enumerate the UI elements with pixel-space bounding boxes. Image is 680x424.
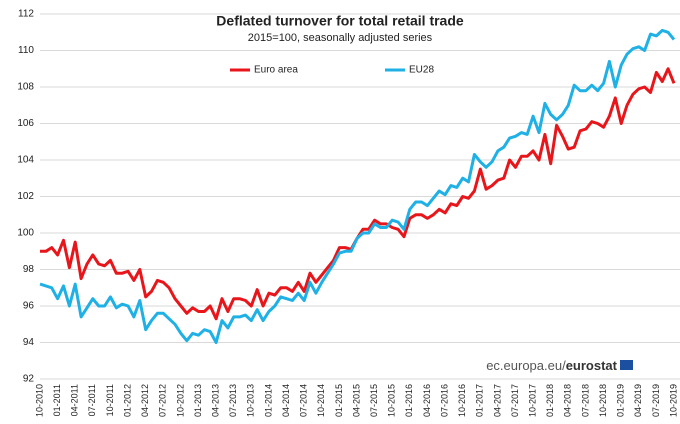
y-tick-label: 100 <box>17 228 34 239</box>
x-tick-label: 10-2013 <box>246 384 256 417</box>
x-tick-label: 07-2017 <box>510 384 520 417</box>
x-tick-label: 10-2017 <box>527 384 537 417</box>
x-tick-label: 01-2014 <box>263 384 273 417</box>
y-tick-label: 92 <box>23 374 35 385</box>
eu-flag <box>620 360 633 370</box>
data-line <box>40 67 676 321</box>
y-tick-label: 98 <box>23 264 35 275</box>
source-prefix: ec.europa.eu/ <box>486 358 566 373</box>
x-tick-label: 04-2011 <box>70 384 80 416</box>
y-tick-label: 108 <box>17 82 34 93</box>
x-tick-label: 04-2017 <box>492 384 502 417</box>
x-tick-label: 10-2010 <box>34 384 44 417</box>
x-tick-label: 07-2011 <box>87 384 97 416</box>
x-tick-label: 07-2019 <box>651 384 661 417</box>
x-tick-label: 07-2016 <box>439 384 449 417</box>
y-tick-label: 106 <box>17 118 34 129</box>
x-tick-label: 07-2013 <box>228 384 238 417</box>
x-tick-label: 10-2016 <box>457 384 467 417</box>
legend-label: EU28 <box>409 65 434 76</box>
x-tick-label: 10-2015 <box>387 384 397 417</box>
legend-label: Euro area <box>254 65 298 76</box>
x-tick-label: 04-2013 <box>210 384 220 417</box>
x-tick-label: 10-2011 <box>105 384 115 416</box>
x-tick-label: 10-2012 <box>175 384 185 417</box>
x-tick-label: 01-2013 <box>193 384 203 417</box>
x-tick-label: 07-2014 <box>299 384 309 417</box>
x-tick-label: 04-2014 <box>281 384 291 417</box>
y-tick-label: 102 <box>17 191 34 202</box>
x-tick-label: 01-2016 <box>404 384 414 417</box>
source-brand: eurostat <box>566 358 618 373</box>
x-tick-label: 04-2018 <box>563 384 573 417</box>
x-tick-label: 04-2015 <box>351 384 361 417</box>
x-tick-label: 01-2019 <box>616 384 626 417</box>
x-tick-label: 04-2019 <box>633 384 643 417</box>
x-tick-label: 10-2018 <box>598 384 608 417</box>
y-tick-label: 110 <box>18 45 34 56</box>
data-line <box>39 28 676 344</box>
chart-title: Deflated turnover for total retail trade <box>216 13 464 29</box>
x-tick-label: 07-2015 <box>369 384 379 417</box>
x-tick-label: 01-2011 <box>52 384 62 416</box>
x-tick-label: 07-2018 <box>580 384 590 417</box>
x-tick-label: 01-2018 <box>545 384 555 417</box>
x-tick-label: 01-2012 <box>122 384 132 417</box>
y-tick-label: 96 <box>23 301 35 312</box>
y-tick-label: 94 <box>23 337 35 348</box>
x-tick-label: 01-2015 <box>334 384 344 417</box>
chart-subtitle: 2015=100, seasonally adjusted series <box>248 32 433 44</box>
x-tick-label: 10-2014 <box>316 384 326 417</box>
x-tick-label: 10-2019 <box>668 384 678 417</box>
x-tick-label: 01-2017 <box>475 384 485 417</box>
x-tick-label: 04-2016 <box>422 384 432 417</box>
x-tick-label: 07-2012 <box>158 384 168 417</box>
source: ec.europa.eu/eurostat <box>486 358 617 373</box>
y-tick-label: 104 <box>17 155 34 166</box>
x-tick-label: 04-2012 <box>140 384 150 417</box>
y-tick-label: 112 <box>18 9 34 20</box>
